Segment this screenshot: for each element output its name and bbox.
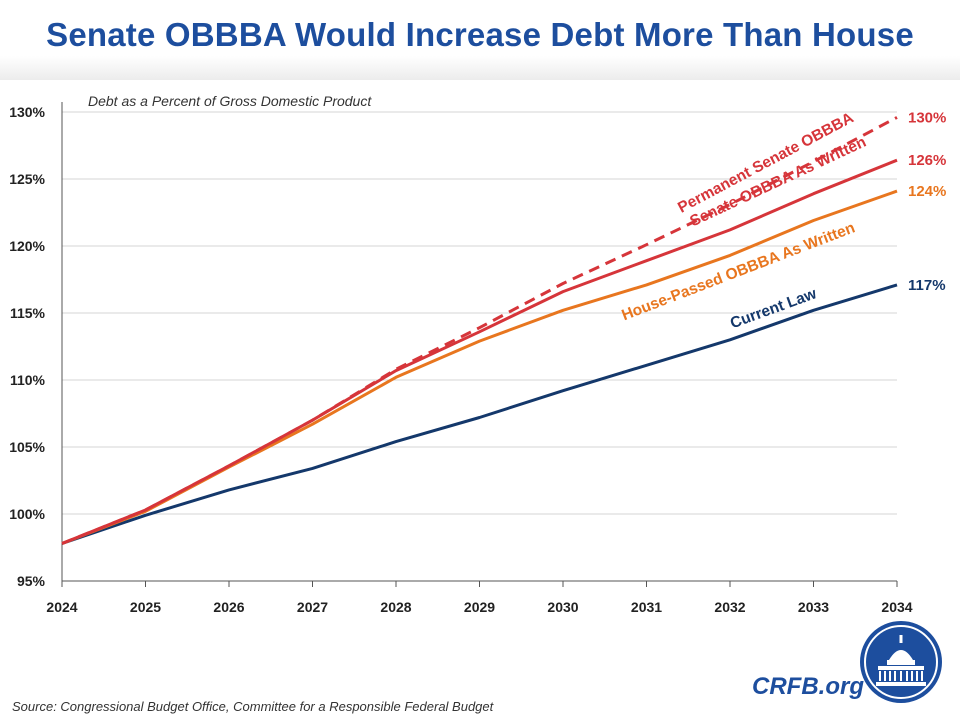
series-line-house bbox=[61, 189, 898, 545]
y-tick-label: 100% bbox=[9, 506, 45, 522]
crfb-seal-logo bbox=[860, 621, 942, 703]
title-band bbox=[0, 0, 960, 80]
chart-subtitle: Debt as a Percent of Gross Domestic Prod… bbox=[88, 93, 372, 109]
source-note: Source: Congressional Budget Office, Com… bbox=[12, 699, 494, 714]
x-tick-label: 2028 bbox=[380, 599, 411, 615]
y-tick-label: 105% bbox=[9, 439, 45, 455]
end-label-current-law: 117% bbox=[908, 277, 946, 294]
x-tick-label: 2034 bbox=[881, 599, 912, 615]
y-tick-label: 125% bbox=[9, 171, 45, 187]
x-tick-label: 2033 bbox=[798, 599, 829, 615]
series-line-permanent bbox=[61, 116, 898, 545]
x-tick-label: 2030 bbox=[547, 599, 578, 615]
end-label-house: 124% bbox=[908, 183, 946, 200]
y-tick-label: 110% bbox=[10, 372, 46, 388]
end-label-senate: 126% bbox=[908, 152, 946, 169]
x-tick-label: 2032 bbox=[714, 599, 745, 615]
chart-title: Senate OBBBA Would Increase Debt More Th… bbox=[46, 16, 914, 53]
x-tick-label: 2025 bbox=[130, 599, 161, 615]
y-tick-label: 115% bbox=[10, 305, 46, 321]
x-tick-label: 2029 bbox=[464, 599, 495, 615]
y-tick-label: 120% bbox=[9, 238, 45, 254]
series-line-senate bbox=[61, 158, 898, 545]
brand-url: CRFB.org bbox=[752, 673, 864, 700]
x-tick-label: 2031 bbox=[631, 599, 662, 615]
series-line-current-law bbox=[61, 283, 898, 545]
x-tick-label: 2024 bbox=[46, 599, 77, 615]
x-tick-label: 2026 bbox=[213, 599, 244, 615]
end-label-permanent: 130% bbox=[908, 109, 946, 126]
y-tick-label: 130% bbox=[9, 104, 45, 120]
x-tick-label: 2027 bbox=[297, 599, 328, 615]
y-tick-label: 95% bbox=[17, 573, 46, 589]
